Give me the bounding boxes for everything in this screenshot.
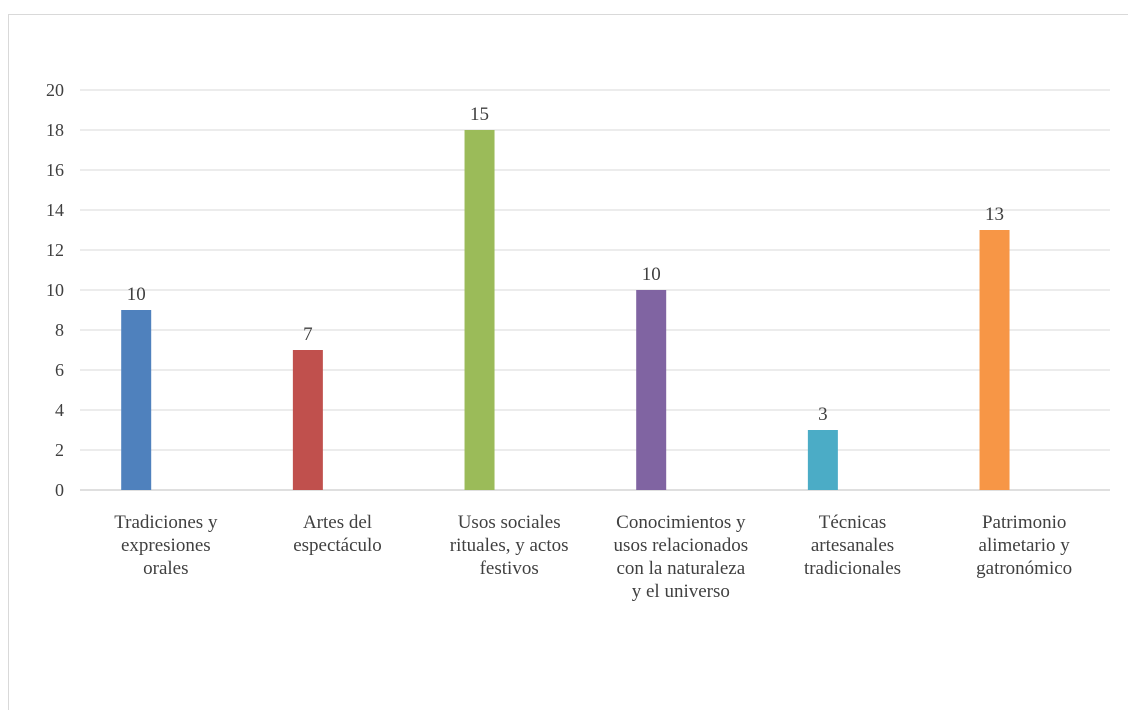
data-labels: 10 7 15 10 3 13 — [127, 104, 1004, 425]
category-label-line: Usos sociales — [458, 512, 561, 533]
category-label: Tradiciones y expresiones orales — [114, 512, 218, 579]
category-label: Patrimonio alimetario y gatronómico — [976, 512, 1072, 579]
y-tick-label: 14 — [46, 200, 64, 220]
category-label-line: usos relacionados — [614, 535, 749, 556]
data-label: 3 — [818, 404, 828, 425]
y-tick-label: 18 — [46, 120, 64, 140]
bar — [121, 310, 152, 490]
bar — [807, 430, 838, 490]
category-label: Usos sociales rituales, y actos festivos — [450, 512, 569, 579]
y-tick-label: 10 — [46, 280, 64, 300]
category-label-line: Tradiciones y — [114, 512, 218, 533]
data-label: 10 — [127, 284, 146, 305]
category-label-line: rituales, y actos — [450, 535, 569, 556]
y-tick-label: 8 — [55, 320, 64, 340]
y-axis-ticks: 0 2 4 6 8 10 12 14 16 18 20 — [46, 80, 64, 500]
category-label-line: Técnicas — [819, 512, 887, 533]
y-tick-label: 16 — [46, 160, 64, 180]
category-label-line: con la naturaleza — [616, 558, 745, 579]
gridlines — [80, 89, 1110, 491]
category-label-line: orales — [143, 558, 188, 579]
category-label: Técnicas artesanales tradicionales — [804, 512, 901, 579]
category-label-line: alimetario y — [979, 535, 1071, 556]
data-label: 7 — [303, 324, 313, 345]
category-label-line: festivos — [480, 558, 539, 579]
bar — [464, 130, 495, 490]
y-tick-label: 2 — [55, 440, 64, 460]
category-label-line: artesanales — [811, 535, 894, 556]
y-tick-label: 6 — [55, 360, 64, 380]
y-tick-label: 4 — [55, 400, 64, 420]
bar — [979, 230, 1010, 490]
data-label: 15 — [470, 104, 489, 125]
y-tick-label: 20 — [46, 80, 64, 100]
category-label-line: Patrimonio — [982, 512, 1066, 533]
bar — [636, 290, 667, 490]
y-tick-label: 12 — [46, 240, 64, 260]
data-label: 10 — [642, 264, 661, 285]
category-label-line: y el universo — [632, 581, 730, 602]
category-label: Artes del espectáculo — [293, 512, 382, 556]
category-label-line: tradicionales — [804, 558, 901, 579]
bar — [292, 350, 323, 490]
category-label-line: expresiones — [121, 535, 211, 556]
bars — [121, 130, 1010, 490]
category-label-line: gatronómico — [976, 558, 1072, 579]
category-label-line: Conocimientos y — [616, 512, 746, 533]
category-label-line: espectáculo — [293, 535, 382, 556]
category-label-line: Artes del — [303, 512, 372, 533]
data-label: 13 — [985, 204, 1004, 225]
category-label: Conocimientos y usos relacionados con la n… — [614, 512, 749, 602]
y-tick-label: 0 — [55, 480, 64, 500]
